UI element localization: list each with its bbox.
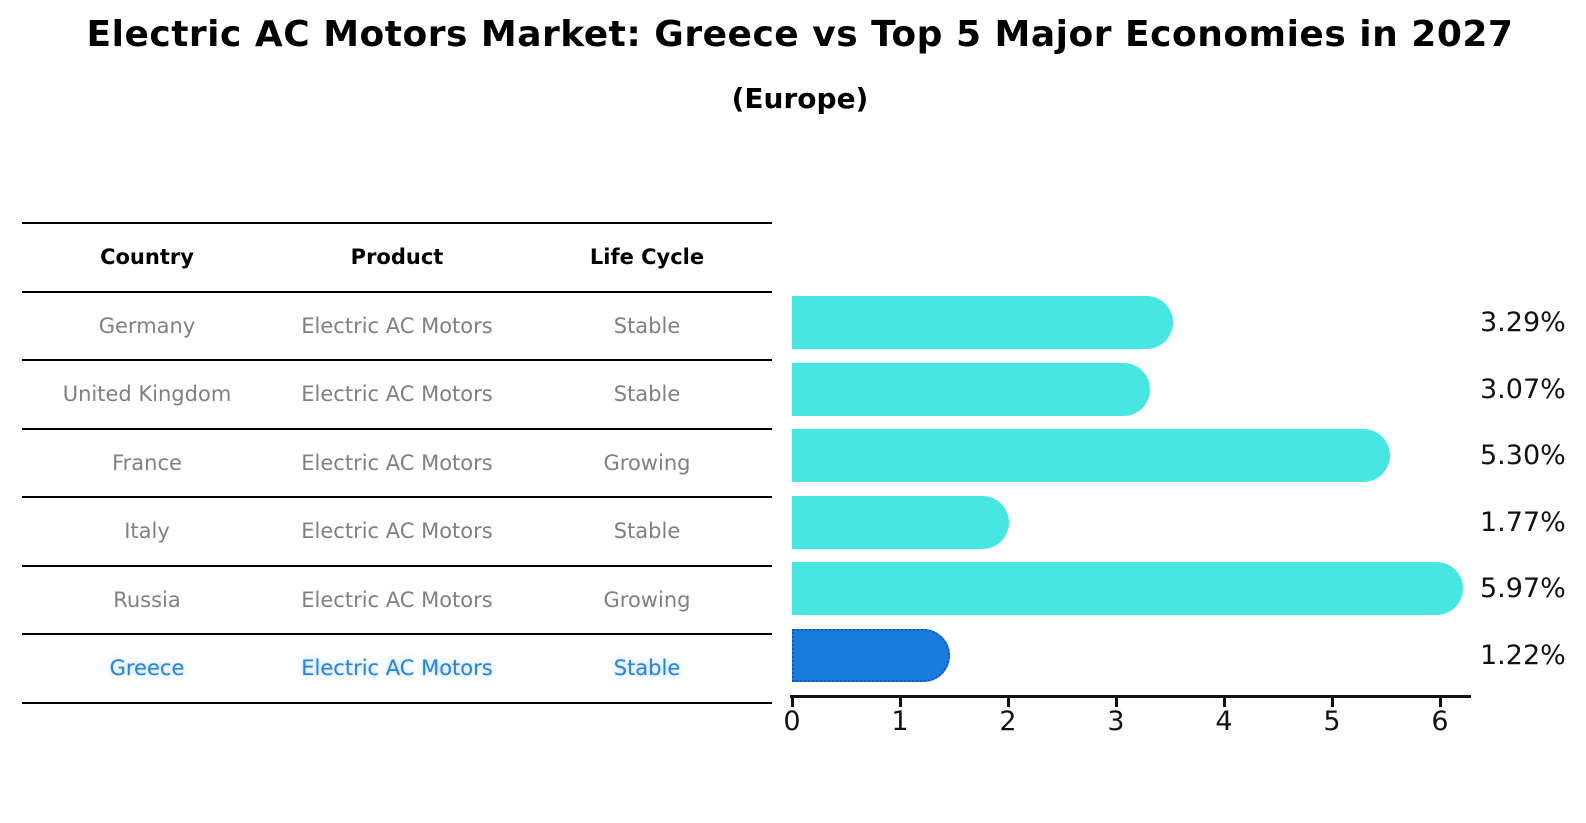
cell-product: Electric AC Motors — [301, 519, 493, 543]
x-axis-tick-label-2: 2 — [999, 706, 1017, 737]
x-axis-tick-label-3: 3 — [1107, 706, 1125, 737]
table-row-greece: Greece Electric AC Motors Stable — [22, 633, 772, 702]
table-row-germany: Germany Electric AC Motors Stable — [22, 290, 772, 360]
table-header-row: Country Product Life Cycle — [22, 222, 772, 291]
cell-life-cycle: Stable — [613, 313, 681, 338]
value-label-france: 5.30% — [1480, 440, 1566, 472]
x-axis-tick-3 — [1114, 698, 1118, 707]
bar-italy — [792, 495, 1010, 549]
value-label-united-kingdom: 3.07% — [1480, 373, 1566, 405]
cell-country: Russia — [113, 587, 181, 612]
value-label-italy: 1.77% — [1480, 506, 1566, 538]
cell-life-cycle: Growing — [603, 450, 691, 475]
value-label-russia: 5.97% — [1480, 573, 1566, 605]
cell-product: Electric AC Motors — [301, 450, 493, 475]
cell-life-cycle: Growing — [603, 587, 691, 612]
x-axis-tick-0 — [790, 698, 794, 707]
value-label-germany: 3.29% — [1480, 307, 1566, 339]
bar-germany — [792, 296, 1174, 350]
cell-country: Germany — [98, 313, 196, 338]
value-label-greece: 1.22% — [1480, 639, 1566, 671]
page-title: Electric AC Motors Market: Greece vs Top… — [86, 14, 1514, 55]
cell-country: Italy — [124, 519, 170, 543]
x-axis-tick-label-6: 6 — [1431, 706, 1449, 737]
cell-product: Electric AC Motors — [301, 587, 493, 612]
cell-life-cycle: Stable — [613, 656, 681, 680]
column-header-country: Country — [100, 245, 194, 269]
table-row-russia: Russia Electric AC Motors Growing — [22, 564, 772, 634]
bar-greece — [792, 628, 950, 682]
bar-russia — [792, 562, 1463, 616]
column-header-product: Product — [350, 245, 444, 269]
cell-product: Electric AC Motors — [301, 656, 493, 680]
x-axis-tick-1 — [898, 698, 902, 707]
cell-country: United Kingdom — [62, 382, 232, 406]
table-row-france: France Electric AC Motors Growing — [22, 427, 772, 497]
x-axis-tick-2 — [1006, 698, 1010, 707]
table-row-united-kingdom: United Kingdom Electric AC Motors Stable — [22, 359, 772, 428]
x-axis-tick-label-5: 5 — [1323, 706, 1341, 737]
page-subtitle: (Europe) — [731, 82, 869, 115]
x-axis-tick-label-0: 0 — [783, 706, 801, 737]
table-row-italy: Italy Electric AC Motors Stable — [22, 496, 772, 565]
column-header-life-cycle: Life Cycle — [589, 245, 705, 269]
country-table: Country Product Life Cycle Germany Elect… — [22, 222, 772, 704]
cell-product: Electric AC Motors — [301, 313, 493, 338]
cell-life-cycle: Stable — [613, 519, 681, 543]
cell-country: Greece — [109, 656, 185, 680]
cell-product: Electric AC Motors — [301, 382, 493, 406]
x-axis-tick-4 — [1222, 698, 1226, 707]
x-axis-tick-label-4: 4 — [1215, 706, 1233, 737]
x-axis-tick-label-1: 1 — [891, 706, 909, 737]
bar-france — [792, 429, 1391, 483]
cell-country: France — [112, 450, 182, 475]
bar-united-kingdom — [792, 362, 1150, 416]
x-axis-tick-6 — [1438, 698, 1442, 707]
cell-life-cycle: Stable — [613, 382, 681, 406]
x-axis-tick-5 — [1330, 698, 1334, 707]
x-axis-line — [790, 695, 1471, 698]
